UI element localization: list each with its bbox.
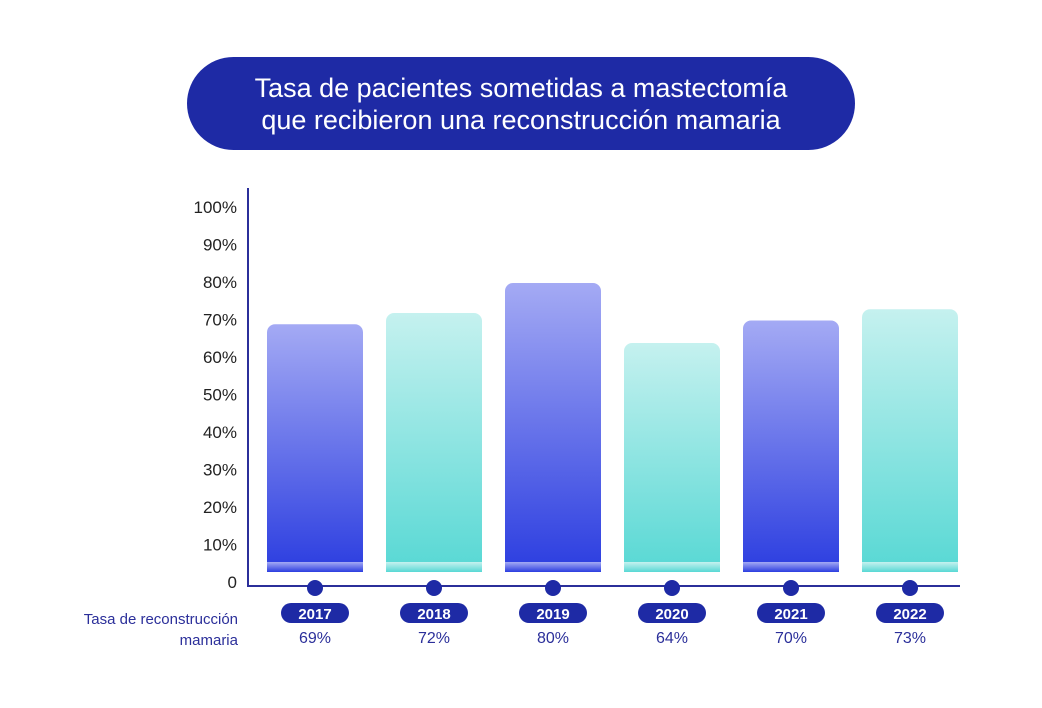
bar-base [743,562,839,572]
year-label: 2018 [417,606,450,623]
year-pill [757,603,825,623]
y-tick-label: 10% [203,536,237,555]
year-label: 2021 [774,606,807,623]
bar-base [386,562,482,572]
value-label: 73% [894,630,926,647]
chart-title-line-1: Tasa de pacientes sometidas a mastectomí… [254,72,788,103]
y-tick-label: 70% [203,311,237,330]
year-pill [876,603,944,623]
bar-base [267,562,363,572]
y-tick-label: 0 [228,573,237,592]
y-tick-label: 30% [203,461,237,480]
y-tick-label: 90% [203,236,237,255]
y-tick-label: 60% [203,348,237,367]
bars-group [267,283,958,572]
y-tick-label: 20% [203,498,237,517]
bar [624,343,720,572]
value-label: 80% [537,630,569,647]
y-axis-tick-labels: 0 10% 20% 30% 40% 50% 60% 70% 80% 90% 100% [194,198,237,592]
year-label: 2017 [298,606,331,623]
bar-base [505,562,601,572]
bar [386,313,482,572]
year-label: 2022 [893,606,926,623]
x-marker-dot [545,580,561,596]
value-label: 69% [299,630,331,647]
year-label: 2020 [655,606,688,623]
value-label: 72% [418,630,450,647]
y-tick-label: 80% [203,273,237,292]
bar [267,324,363,572]
year-label: 2019 [536,606,569,623]
value-labels: 69% 72% 80% 64% 70% 73% [299,630,926,647]
value-label: 70% [775,630,807,647]
x-axis-markers [307,580,918,596]
bar-base [862,562,958,572]
row-label: Tasa de reconstrucción mamaria [18,609,238,651]
bar [743,320,839,572]
bar [505,283,601,572]
year-pill [400,603,468,623]
year-pill [281,603,349,623]
x-marker-dot [307,580,323,596]
row-label-line-2: mamaria [179,632,238,649]
y-tick-label: 40% [203,423,237,442]
y-tick-label: 100% [194,198,237,217]
x-marker-dot [902,580,918,596]
year-pill [638,603,706,623]
y-tick-label: 50% [203,386,237,405]
year-pill [519,603,587,623]
year-pills: 2017 2018 2019 2020 2021 2022 [281,603,944,623]
value-label: 64% [656,630,688,647]
bar-base [624,562,720,572]
chart-title: Tasa de pacientes sometidas a mastectomí… [187,57,855,150]
x-marker-dot [664,580,680,596]
x-marker-dot [426,580,442,596]
bar [862,309,958,572]
chart-title-line-2: que recibieron una reconstrucción mamari… [261,104,781,135]
x-marker-dot [783,580,799,596]
row-label-line-1: Tasa de reconstrucción [83,611,238,628]
